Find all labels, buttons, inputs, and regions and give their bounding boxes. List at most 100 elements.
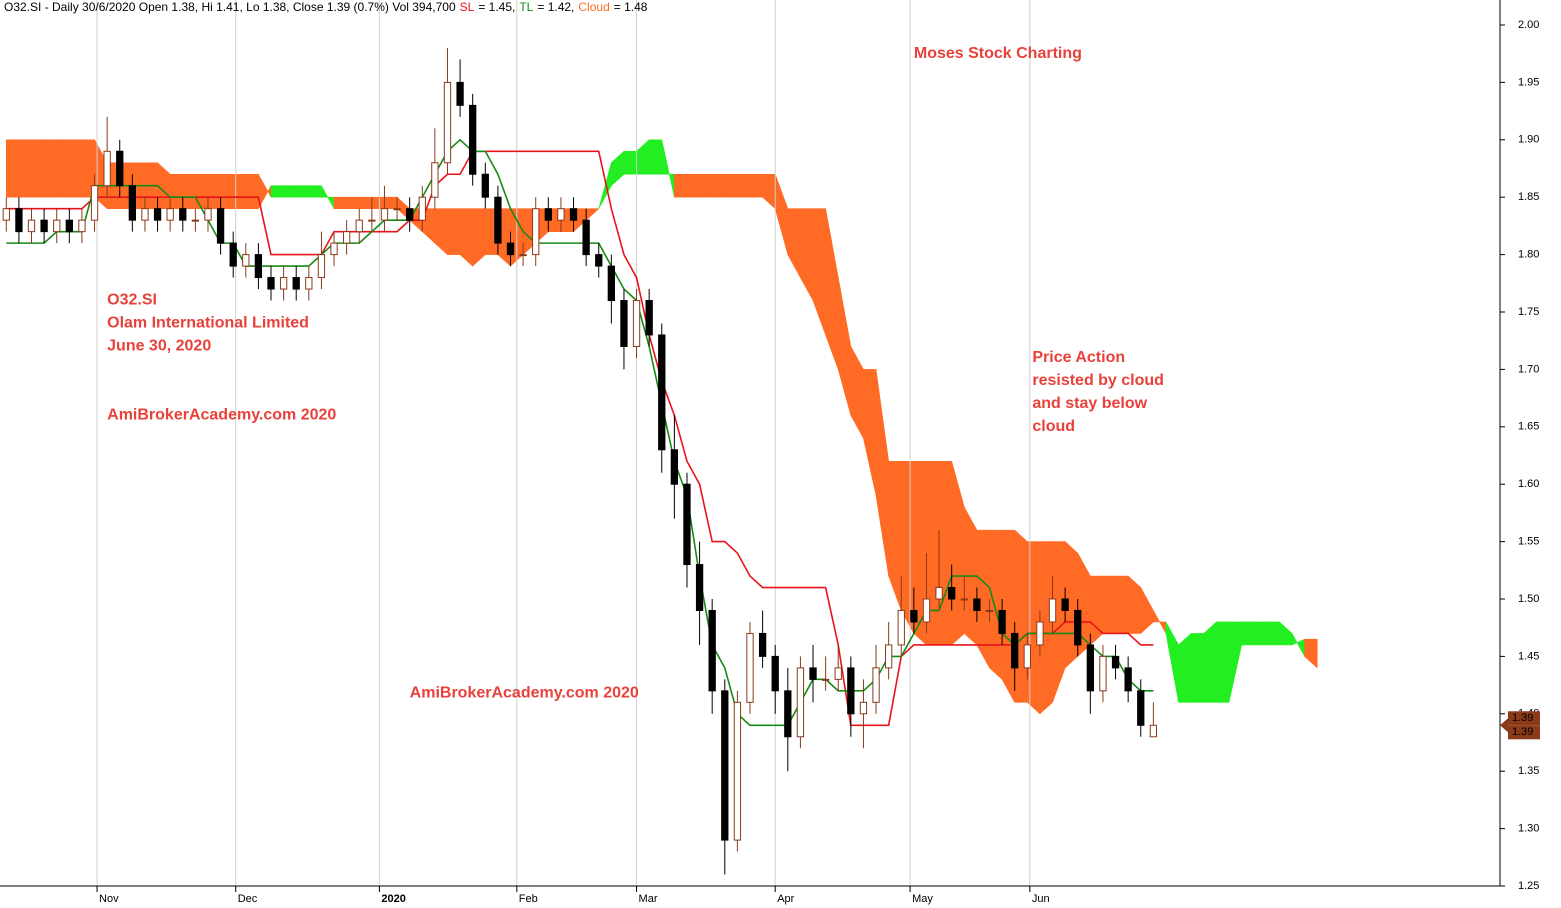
candle-body <box>708 609 716 692</box>
candle-body <box>1074 609 1082 646</box>
y-tick-label: 1.50 <box>1518 593 1539 605</box>
cloud-segment <box>1140 587 1154 635</box>
header-part: Cloud <box>578 0 609 14</box>
price-label-box <box>1508 711 1540 726</box>
candle-body <box>481 173 489 198</box>
candle-body <box>1036 621 1044 646</box>
annotation: resisted by cloud <box>1032 372 1164 389</box>
cloud-segment <box>1115 575 1129 634</box>
candle-body <box>2 208 10 221</box>
cloud-segment <box>1228 621 1242 703</box>
candle-body <box>632 300 641 347</box>
y-tick-label: 1.45 <box>1518 650 1539 662</box>
price-label-box <box>1508 725 1540 740</box>
candle-body <box>330 242 338 256</box>
line-tl <box>6 138 1154 727</box>
candle-body <box>494 196 502 244</box>
candle-body <box>292 277 300 290</box>
cloud-segment <box>674 173 688 198</box>
cloud-segment <box>182 173 196 209</box>
y-tick-label: 1.25 <box>1518 880 1539 892</box>
cloud-segment <box>333 196 347 209</box>
y-tick-label: 1.55 <box>1518 536 1539 548</box>
candle-body <box>910 609 918 623</box>
annotation: Price Action <box>1032 349 1125 366</box>
cloud-segment <box>434 208 448 256</box>
annotation: AmiBrokerAcademy.com 2020 <box>107 407 336 424</box>
candle-body <box>985 609 994 612</box>
cloud-segment <box>800 208 814 301</box>
candle-body <box>1111 655 1120 669</box>
candle-body <box>544 208 552 221</box>
cloud-segment <box>1153 610 1167 634</box>
cloud-segment <box>169 173 184 209</box>
candle-body <box>645 300 653 336</box>
cloud-segment <box>1090 575 1104 646</box>
candle-body <box>355 219 363 233</box>
cloud-segment <box>1203 621 1217 703</box>
cloud-segment <box>371 196 385 209</box>
cloud-segment <box>648 139 663 175</box>
candle-body <box>1086 644 1094 692</box>
candle-body <box>380 208 389 221</box>
cloud-segment <box>1253 621 1268 646</box>
candle-body <box>834 667 842 680</box>
candle-body <box>65 219 73 233</box>
candle-body <box>897 609 905 646</box>
candle-body <box>53 219 61 233</box>
candle-body <box>532 208 540 256</box>
x-tick-label: 2020 <box>381 893 405 905</box>
cloud-segment <box>686 173 700 198</box>
cloud-segment <box>875 369 889 577</box>
cloud-segment <box>1291 633 1305 657</box>
y-tick-label: 1.80 <box>1518 249 1539 261</box>
candle-body <box>1011 632 1019 669</box>
cloud-segment <box>1102 575 1116 634</box>
annotation: O32.SI <box>107 292 157 309</box>
candle-body <box>103 150 111 187</box>
candle-body <box>859 701 868 715</box>
x-tick-label: Nov <box>99 893 119 905</box>
cloud-segment <box>195 173 209 209</box>
cloud-segment <box>232 173 247 209</box>
cloud-segment <box>295 185 310 198</box>
candle-body <box>179 208 187 221</box>
cloud-segment <box>43 139 58 198</box>
line-sl <box>6 150 1154 727</box>
candle-body <box>279 277 288 290</box>
cloud-segment <box>749 173 763 198</box>
candle-body <box>90 185 99 221</box>
y-tick-label: 2.00 <box>1518 19 1539 31</box>
cloud-segment <box>888 460 902 611</box>
cloud-segment <box>18 139 32 198</box>
y-tick-label: 1.75 <box>1518 306 1539 318</box>
cloud-segment <box>1165 621 1179 703</box>
cloud-segment <box>774 174 789 255</box>
candle-body <box>595 254 603 267</box>
cloud-segment <box>459 208 473 267</box>
cloud-segment <box>900 460 915 634</box>
candle-body <box>582 219 590 256</box>
cloud-segment <box>346 196 360 209</box>
candle-body <box>342 231 351 244</box>
cloud-segment <box>1178 632 1192 703</box>
cloud-segment <box>270 185 284 198</box>
cloud-segment <box>1279 621 1293 646</box>
y-tick-label: 1.70 <box>1518 363 1539 375</box>
candle-body <box>771 655 779 692</box>
candle-body <box>746 632 754 703</box>
cloud-segment <box>989 529 1003 681</box>
annotation: Moses Stock Charting <box>914 45 1082 62</box>
header-part: = 1.45, <box>478 0 515 14</box>
candle-body <box>40 219 48 233</box>
candle-body <box>1023 644 1031 669</box>
candle-body <box>431 162 439 198</box>
candle-body <box>191 219 200 222</box>
cloud-segment <box>308 185 322 198</box>
y-tick-label: 1.30 <box>1518 823 1539 835</box>
price-label: 1.39 <box>1512 712 1533 724</box>
cloud-segment <box>724 173 738 198</box>
candle-body <box>784 690 792 738</box>
